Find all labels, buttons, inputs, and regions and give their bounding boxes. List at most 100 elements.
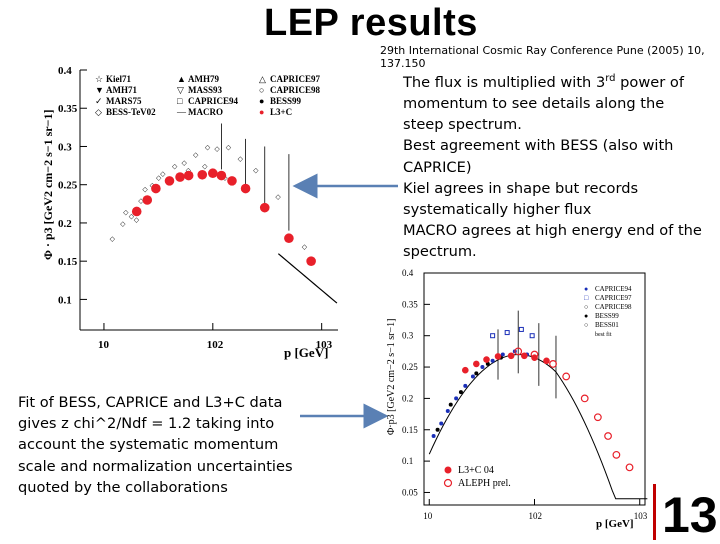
bess-point [485,361,490,366]
y-tick-label: 0.1 [402,456,413,466]
fit-curve [428,354,648,500]
other-data-point: ◇ [186,166,192,174]
caprice-point [439,421,444,426]
other-data-point: ◇ [142,186,148,194]
legend-label: AMH71 [106,85,137,95]
legend-symbol: ● [259,107,264,117]
caprice-point [490,358,495,363]
legend-symbol: ◇ [95,107,102,117]
caprice-point [454,396,459,401]
fit-description: Fit of BESS, CAPRICE and L3+C data gives… [18,392,308,498]
y-axis-label: Φ · p3 [GeV2 cm−2 s−1 sr−1] [41,110,55,260]
other-data-point: ◇ [156,174,162,182]
legend-symbol: ○ [584,303,588,311]
description-line: CAPRICE) [403,158,472,176]
legend-symbol: ▲ [177,74,186,84]
legend-label: BESS99 [595,312,619,320]
fit-line: gives z chi^2/Ndf = 1.2 taking into [18,415,275,433]
other-data-point: ◇ [110,235,116,243]
other-data-point: ◇ [205,143,211,151]
fit-line: Fit of BESS, CAPRICE and L3+C data [18,394,283,411]
x-tick-label: 103 [634,511,648,521]
legend-label: L3+C 04 [458,465,494,476]
legend-label: CAPRICE98 [595,303,632,311]
other-data-point: ◇ [202,163,208,171]
other-data-point: ◇ [226,143,232,151]
y-tick-label: 0.4 [402,268,414,278]
other-data-point: ◇ [138,197,144,205]
l3c-point [197,169,208,180]
y-tick-label: 0.3 [402,331,414,341]
y-axis-label: Φ·p3 [GeV2 cm−2 s−1 sr−1] [386,319,397,435]
legend-symbol: ○ [584,321,588,329]
other-data-point: ◇ [238,155,244,163]
bess-point [474,371,479,376]
legend-label: MASS93 [188,85,223,95]
l3c-point [521,352,528,360]
caprice97-point [504,330,510,336]
bess-point [435,427,440,432]
aleph-point [530,350,539,359]
l3c-point [473,360,480,368]
description-line: Best agreement with BESS (also with [403,137,674,155]
legend-label: MACRO [188,107,223,117]
l3c-point [151,183,161,194]
caprice-point [463,383,468,388]
description-line: spectrum. [403,243,477,261]
aleph-point [580,394,589,403]
fit-line: account the systematic momentum [18,436,279,454]
y-tick-label: 0.2 [58,218,72,230]
y-tick-label: 0.15 [58,256,78,268]
description-line: momentum to see details along the [403,95,665,113]
x-tick-label: 103 [316,339,333,351]
other-data-point: ◇ [134,216,140,224]
bess-point [458,390,463,395]
l3c-point [507,352,515,360]
l3c-point [461,366,469,374]
x-tick-label: 10 [423,511,433,521]
l3c-point [483,356,490,363]
other-data-point: ◇ [182,159,188,167]
description-line: systematically higher flux [403,201,592,219]
y-tick-label: 0.2 [402,393,413,403]
l3c-point [175,172,185,182]
l3c-point [183,170,194,181]
legend-label: Kiel71 [106,74,131,84]
legend-label: BESS99 [270,96,302,106]
description-line: The flux is multiplied with 3rd power of [403,73,684,91]
macro-line [277,253,338,304]
legend-label: CAPRICE97 [270,74,321,84]
x-tick-label: 102 [207,339,224,351]
l3c-point [543,357,550,365]
legend-symbol: △ [259,74,266,84]
other-data-point: ◇ [129,212,135,220]
l3c-point [494,353,502,360]
legend-label: CAPRICE97 [595,294,632,302]
aleph-point [625,463,634,472]
l3c-point [240,183,251,194]
l3c-point [164,176,175,186]
l3c-point [284,233,294,244]
chart-2-marks [428,310,648,500]
legend-symbol: ☆ [95,74,103,84]
legend-symbol [443,478,453,488]
y-tick-label: 0.35 [402,299,418,309]
legend-symbol: ● [584,285,588,293]
legend-symbol: ● [584,312,588,320]
other-data-point: ◇ [214,145,220,153]
description-text: The flux is multiplied with 3rd power of… [403,68,713,263]
description-line: MACRO agrees at high energy end of the [403,222,702,240]
chart-1-marks: ◇◇◇◇◇◇◇◇◇◇◇◇◇◇◇◇◇◇◇◇◇◇◇◇ [110,123,338,304]
fit-line: quoted by the collaborations [18,478,228,496]
caprice-point [445,408,450,413]
other-data-point: ◇ [120,220,126,228]
l3c-point [306,256,316,266]
caprice-point [500,352,505,357]
other-data-point: ◇ [302,243,308,251]
other-data-point: ◇ [172,163,178,171]
y-tick-label: 0.05 [402,487,418,497]
legend-label: L3+C [270,107,292,117]
